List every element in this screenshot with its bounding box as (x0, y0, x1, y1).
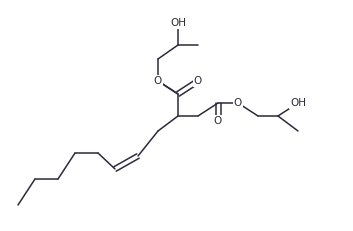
Text: O: O (214, 116, 222, 126)
Text: OH: OH (170, 18, 186, 28)
Text: O: O (154, 76, 162, 86)
Text: O: O (234, 98, 242, 108)
Text: O: O (194, 76, 202, 86)
Text: OH: OH (290, 98, 306, 108)
